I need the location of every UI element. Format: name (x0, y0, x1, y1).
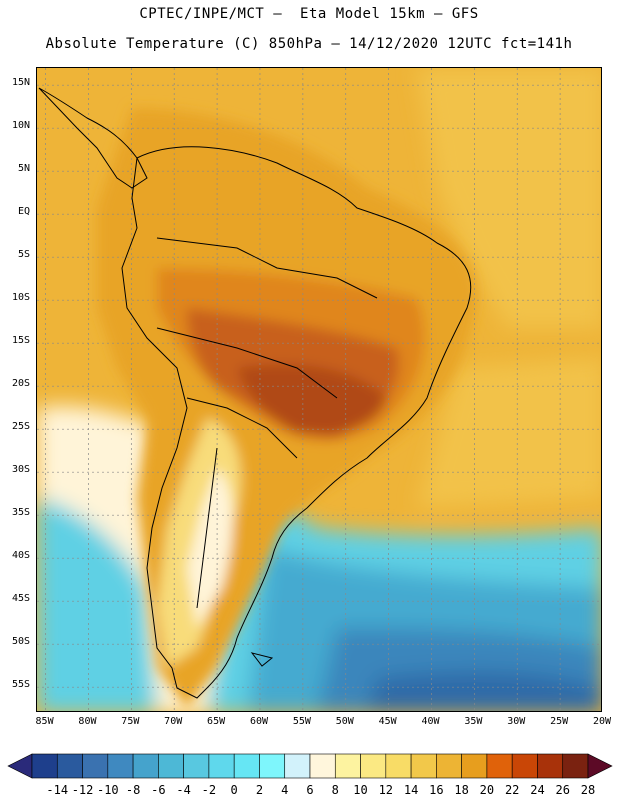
legend-swatch (511, 753, 538, 779)
latitude-label: 15S (11, 335, 30, 347)
legend-swatch (132, 753, 159, 779)
latitude-label: 10N (11, 120, 30, 132)
legend-overflow-arrow (587, 753, 613, 779)
latitude-label: 25S (11, 421, 30, 433)
latitude-label: 5N (17, 163, 30, 175)
longitude-label: 75W (121, 716, 140, 727)
longitude-label: 55W (292, 716, 311, 727)
legend-swatch (385, 753, 412, 779)
legend-tick-label: 12 (378, 783, 394, 797)
legend-swatch (537, 753, 564, 779)
legend-tick-label: -6 (151, 783, 166, 797)
central-america-outline (38, 87, 148, 189)
latitude-label: 45S (11, 593, 30, 605)
legend-swatch (208, 753, 235, 779)
longitude-label: 45W (378, 716, 397, 727)
legend-tick-label: 8 (331, 783, 339, 797)
legend-swatch (334, 753, 361, 779)
longitude-label: 80W (78, 716, 97, 727)
latitude-label: 15N (11, 77, 30, 89)
latitude-label: 20S (11, 378, 30, 390)
map-canvas (37, 68, 601, 711)
longitude-label: 30W (507, 716, 526, 727)
temperature-map (36, 67, 602, 712)
longitude-label: 35W (464, 716, 483, 727)
legend-swatch (107, 753, 134, 779)
field-cold-west (37, 498, 157, 711)
border-south (186, 397, 298, 459)
longitude-label: 25W (550, 716, 569, 727)
latitude-label: 30S (11, 464, 30, 476)
legend-tick-label: 14 (403, 783, 419, 797)
legend-swatch (486, 753, 513, 779)
legend-swatch (410, 753, 437, 779)
latitude-label: EQ (17, 206, 30, 218)
legend-tick-label: -4 (176, 783, 191, 797)
legend-tick-label: -12 (71, 783, 94, 797)
legend-swatch (461, 753, 488, 779)
latitude-label: 55S (11, 679, 30, 691)
legend-tick-label: 6 (306, 783, 314, 797)
legend-tick-label: 26 (555, 783, 570, 797)
legend-tick-label: 20 (479, 783, 495, 797)
legend-tick-label: 22 (504, 783, 520, 797)
longitude-label: 20W (592, 716, 612, 727)
latitude-label: 10S (11, 292, 30, 304)
longitude-label: 65W (207, 716, 226, 727)
chart-title-line1: CPTEC/INPE/MCT – Eta Model 15km – GFS (139, 6, 479, 22)
legend-tick-label: -10 (96, 783, 119, 797)
longitude-label: 50W (335, 716, 354, 727)
legend-tick-label: 28 (580, 783, 596, 797)
coastlines (38, 87, 472, 699)
legend-tick-label: 24 (530, 783, 545, 797)
legend-tick-label: 4 (281, 783, 289, 797)
latitude-label: 50S (11, 636, 30, 648)
legend-tick-label: 2 (255, 783, 264, 797)
legend-swatch (259, 753, 286, 779)
legend-swatch (562, 753, 589, 779)
legend-swatch (158, 753, 184, 779)
legend-tick-label: -8 (125, 783, 141, 797)
longitude-label: 70W (164, 716, 183, 727)
legend-swatch (31, 753, 58, 779)
legend-swatch (56, 753, 83, 779)
border-andes (196, 447, 218, 609)
legend-underflow-arrow (7, 753, 33, 779)
legend-tick-label: -2 (201, 783, 217, 797)
field-sea-mild (417, 68, 601, 328)
latitude-label: 40S (11, 550, 30, 562)
legend-tick-label: 16 (429, 783, 444, 797)
legend-swatch (82, 753, 109, 779)
legend-swatch (360, 753, 387, 779)
longitude-label: 40W (421, 716, 440, 727)
falklands-outline (250, 652, 274, 667)
legend-swatch (284, 753, 311, 779)
field-land-pale (187, 468, 233, 628)
graticule (37, 68, 601, 711)
legend-swatch (183, 753, 210, 779)
field-sea-mild-2 (417, 358, 601, 508)
south-america-outline (121, 146, 472, 699)
color-legend-bar (7, 753, 613, 779)
legend-swatch (309, 753, 336, 779)
chart-title-line2: Absolute Temperature (C) 850hPa – 14/12/… (45, 36, 573, 52)
legend-tick-label: 18 (454, 783, 469, 797)
latitude-label: 35S (11, 507, 30, 519)
legend-swatch (436, 753, 462, 779)
legend-tick-label: -14 (46, 783, 69, 797)
legend-swatch (233, 753, 260, 779)
longitude-label: 85W (35, 716, 54, 727)
field-cold-sea-4 (367, 671, 601, 711)
field-land-core (237, 364, 387, 435)
border-north (156, 237, 378, 299)
longitude-label: 60W (249, 716, 268, 727)
legend-tick-label: 10 (353, 783, 368, 797)
latitude-label: 5S (17, 249, 30, 261)
border-central (156, 327, 338, 399)
legend-tick-label: 0 (230, 783, 238, 797)
